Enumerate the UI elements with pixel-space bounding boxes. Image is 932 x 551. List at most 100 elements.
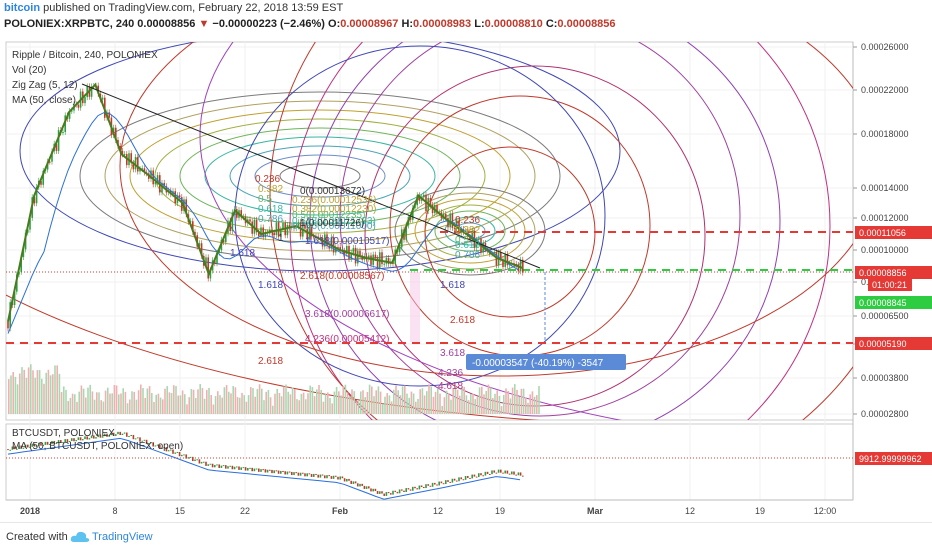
volume-bar bbox=[208, 387, 210, 414]
btc-candle bbox=[16, 448, 18, 450]
btc-candle bbox=[326, 475, 328, 479]
btc-candle bbox=[104, 433, 106, 437]
volume-bar bbox=[206, 389, 208, 414]
candle-body bbox=[152, 170, 154, 185]
volume-bar bbox=[362, 390, 364, 414]
time-tick-label: Mar bbox=[587, 506, 604, 516]
btc-candle bbox=[513, 471, 515, 475]
btc-candle bbox=[165, 447, 168, 452]
btc-candle bbox=[460, 477, 462, 480]
btc-candle bbox=[458, 477, 460, 482]
volume-bar bbox=[410, 391, 413, 414]
ohlc-line: POLONIEX:XRPBTC, 240 0.00008856 ▼ −0.000… bbox=[4, 18, 616, 30]
btc-candle bbox=[68, 441, 71, 443]
btc-candle bbox=[273, 470, 275, 474]
btc-candle bbox=[453, 478, 456, 481]
volume-bar bbox=[54, 365, 56, 414]
volume-bar bbox=[397, 390, 399, 414]
btc-candles bbox=[7, 431, 524, 496]
btc-candle bbox=[192, 456, 194, 462]
btc-candle bbox=[167, 450, 170, 452]
volume-bar bbox=[311, 387, 314, 414]
high-value: 0.00008983 bbox=[413, 18, 472, 30]
volume-bar bbox=[8, 379, 10, 414]
fib-right-label: 4.618 bbox=[438, 381, 463, 392]
candle-body bbox=[22, 249, 25, 257]
candle-body bbox=[35, 187, 38, 204]
candle-body bbox=[370, 255, 372, 265]
btc-candle bbox=[420, 485, 423, 487]
candle-body bbox=[161, 182, 163, 193]
volume-bar bbox=[439, 393, 441, 414]
btc-candle bbox=[40, 442, 42, 446]
time-tick-label: 8 bbox=[112, 506, 117, 516]
volume-bar bbox=[56, 365, 58, 414]
brand-name[interactable]: bitcoin bbox=[4, 2, 41, 14]
close-label: C: bbox=[545, 18, 558, 30]
btc-candle bbox=[181, 454, 183, 457]
volume-bar bbox=[146, 388, 149, 414]
btc-candle bbox=[38, 442, 40, 446]
volume-bar bbox=[38, 370, 41, 414]
volume-bar bbox=[256, 389, 259, 414]
candle-body bbox=[40, 180, 42, 185]
btc-candle bbox=[350, 480, 352, 484]
btc-candle bbox=[500, 469, 502, 473]
volume-bar bbox=[333, 391, 336, 414]
time-tick-label: 12 bbox=[433, 506, 443, 516]
zigzag-indicator[interactable]: Zig Zag (5, 12) bbox=[12, 80, 78, 91]
btc-candle bbox=[308, 473, 311, 475]
volume-bar bbox=[52, 374, 54, 414]
candle-body bbox=[478, 238, 480, 240]
btc-candle bbox=[194, 459, 196, 462]
candle-body bbox=[282, 222, 284, 230]
btc-candle bbox=[60, 440, 62, 444]
btc-candle bbox=[66, 439, 69, 443]
fib-circle bbox=[309, 42, 781, 420]
time-axis[interactable]: 2018 8 15 22 Feb 12 19 Mar 12 19 12:00 bbox=[20, 506, 836, 516]
btc-candle bbox=[22, 447, 25, 449]
volume-bar bbox=[430, 386, 432, 414]
btc-candle bbox=[159, 444, 161, 449]
candle-body bbox=[123, 154, 126, 156]
volume-bar bbox=[159, 397, 162, 414]
btc-candle bbox=[293, 472, 295, 476]
btc-candle bbox=[205, 461, 207, 466]
price-tick-label: 0.00014000 bbox=[861, 183, 909, 193]
volume-bar bbox=[525, 397, 527, 414]
volume-bar bbox=[331, 403, 333, 414]
btc-candle bbox=[203, 461, 205, 463]
btc-candle bbox=[220, 465, 223, 468]
volume-bar bbox=[395, 385, 397, 414]
btc-candle bbox=[77, 437, 80, 441]
btc-candle bbox=[427, 484, 429, 486]
price-chart[interactable]: 0.2360.3820.50.6180.78611.6180.2360.3820… bbox=[0, 36, 932, 522]
volume-bar bbox=[485, 390, 487, 414]
candle-body bbox=[359, 250, 361, 256]
time-tick-label: 19 bbox=[495, 506, 505, 516]
price-badge-bg bbox=[855, 226, 932, 239]
volume-bar bbox=[144, 397, 146, 414]
btc-candle bbox=[346, 478, 348, 482]
footer-brand[interactable]: TradingView bbox=[92, 531, 153, 543]
btc-candle bbox=[489, 473, 491, 475]
fib-retracement-label: 1.618(0.00010517) bbox=[305, 236, 390, 247]
candle-body bbox=[295, 226, 297, 229]
volume-bar bbox=[272, 405, 274, 414]
vol-indicator[interactable]: Vol (20) bbox=[12, 65, 46, 76]
volume-bar bbox=[309, 385, 311, 414]
btc-candle bbox=[225, 465, 227, 469]
volume-bar bbox=[60, 392, 63, 414]
candle-body bbox=[506, 253, 509, 266]
candle-body bbox=[216, 252, 218, 264]
volume-bar bbox=[120, 393, 122, 414]
volume-bar bbox=[483, 394, 485, 414]
lower-pane[interactable] bbox=[5, 423, 854, 501]
volume-bar bbox=[498, 395, 501, 414]
volume-bar bbox=[364, 397, 366, 414]
btc-candle bbox=[299, 472, 302, 476]
price-badge-bg bbox=[855, 296, 932, 309]
ma-indicator[interactable]: MA (50, close) bbox=[12, 95, 76, 106]
volume-bar bbox=[335, 386, 338, 414]
btc-candle bbox=[95, 437, 97, 439]
